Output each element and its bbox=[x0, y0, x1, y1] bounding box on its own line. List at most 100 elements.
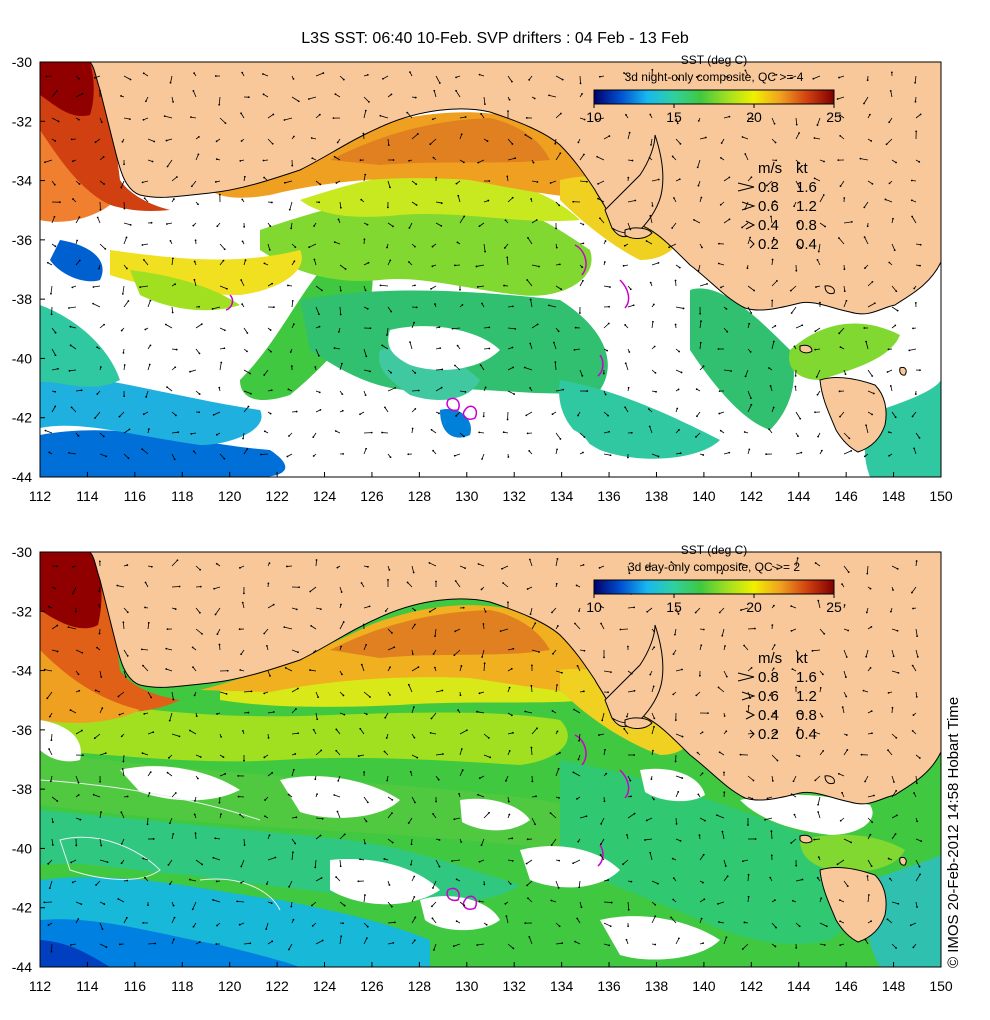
lon-tick-label: 124 bbox=[313, 978, 337, 994]
lon-tick-label: 120 bbox=[218, 978, 242, 994]
speed-legend-ms: 0.6 bbox=[758, 688, 779, 705]
colorbar-tick-label: 25 bbox=[826, 599, 842, 615]
lon-tick-label: 114 bbox=[76, 488, 99, 504]
lat-tick-label: -30 bbox=[12, 544, 32, 560]
lon-tick-label: 140 bbox=[692, 978, 716, 994]
lon-tick-label: 140 bbox=[692, 488, 716, 504]
lat-tick-label: -42 bbox=[12, 410, 32, 426]
speed-legend-kt: 0.4 bbox=[796, 726, 817, 743]
lat-tick-label: -30 bbox=[12, 54, 32, 70]
lon-tick-label: 124 bbox=[313, 488, 337, 504]
lat-tick-label: -36 bbox=[12, 722, 32, 738]
lon-tick-label: 114 bbox=[76, 978, 99, 994]
lon-tick-label: 126 bbox=[360, 488, 384, 504]
sst-colorbar: SST (deg C) 3d night-only composite, QC … bbox=[586, 53, 842, 125]
lon-tick-label: 148 bbox=[882, 488, 906, 504]
colorbar-title: SST (deg C) bbox=[681, 543, 747, 557]
lon-tick-label: 136 bbox=[597, 488, 621, 504]
lat-tick-label: -40 bbox=[12, 350, 32, 366]
colorbar-subtitle: 3d day-only composite, QC >= 2 bbox=[628, 560, 800, 574]
lat-tick-label: -34 bbox=[12, 663, 32, 679]
colorbar-title: SST (deg C) bbox=[681, 53, 747, 67]
colorbar-tick-label: 20 bbox=[746, 599, 762, 615]
lon-tick-label: 112 bbox=[29, 978, 52, 994]
speed-arrow-icon bbox=[737, 182, 755, 192]
lat-tick-label: -38 bbox=[12, 291, 32, 307]
speed-legend-ms: 0.8 bbox=[758, 179, 779, 196]
lat-tick-label: -32 bbox=[12, 113, 32, 129]
velocity-arrows bbox=[43, 557, 923, 953]
sst-map-panel-night: 112 114 116 118 120 122 124 126 128 130 132 134 136 1… bbox=[12, 53, 953, 504]
sst-map-panel-day: 112 114 116 118 120 122 124 126 128 130 132 134 136 1… bbox=[12, 543, 953, 994]
speed-arrow-icon bbox=[749, 729, 755, 739]
speed-legend-kt: 0.8 bbox=[796, 707, 817, 724]
speed-arrow-icon bbox=[741, 691, 756, 701]
speed-legend-kt: 0.8 bbox=[796, 217, 817, 234]
lat-tick-label: -36 bbox=[12, 232, 32, 248]
speed-arrow-icon bbox=[745, 220, 756, 230]
lon-tick-label: 112 bbox=[29, 488, 52, 504]
lon-tick-label: 138 bbox=[645, 978, 669, 994]
speed-unit-kt: kt bbox=[796, 650, 809, 667]
lat-tick-label: -34 bbox=[12, 173, 32, 189]
lat-tick-label: -38 bbox=[12, 781, 32, 797]
lon-tick-label: 138 bbox=[645, 488, 669, 504]
lon-tick-label: 144 bbox=[787, 488, 811, 504]
credit-text: © IMOS 20-Feb-2012 14:58 Hobart Time bbox=[945, 696, 962, 968]
lon-tick-label: 118 bbox=[171, 488, 194, 504]
lat-tick-label: -42 bbox=[12, 900, 32, 916]
lon-tick-label: 132 bbox=[503, 488, 527, 504]
speed-legend-ms: 0.8 bbox=[758, 669, 779, 686]
speed-arrow-icon bbox=[737, 672, 755, 682]
speed-legend-kt: 0.4 bbox=[796, 236, 817, 253]
lon-tick-label: 130 bbox=[455, 488, 479, 504]
lat-tick-label: -32 bbox=[12, 603, 32, 619]
speed-legend-kt: 1.6 bbox=[796, 669, 817, 686]
colorbar-tick-label: 25 bbox=[826, 109, 842, 125]
lon-tick-label: 144 bbox=[787, 978, 811, 994]
colorbar-subtitle: 3d night-only composite, QC >= 4 bbox=[625, 70, 804, 84]
colorbar-tick-label: 10 bbox=[586, 599, 602, 615]
speed-unit-kt: kt bbox=[796, 160, 809, 177]
speed-legend-ms: 0.4 bbox=[758, 707, 779, 724]
sst-colorbar: SST (deg C) 3d day-only composite, QC >=… bbox=[586, 543, 842, 615]
lon-tick-label: 122 bbox=[265, 978, 289, 994]
lon-tick-label: 146 bbox=[834, 488, 858, 504]
speed-legend-kt: 1.2 bbox=[796, 198, 817, 215]
speed-legend-kt: 1.6 bbox=[796, 179, 817, 196]
lat-tick-label: -44 bbox=[12, 469, 32, 485]
colorbar-tick-label: 20 bbox=[746, 109, 762, 125]
lon-tick-label: 146 bbox=[834, 978, 858, 994]
speed-legend-kt: 1.2 bbox=[796, 688, 817, 705]
lon-tick-label: 148 bbox=[882, 978, 906, 994]
lon-tick-label: 120 bbox=[218, 488, 242, 504]
colorbar-tick-label: 10 bbox=[586, 109, 602, 125]
speed-arrow-icon bbox=[741, 201, 756, 211]
lon-tick-label: 126 bbox=[360, 978, 384, 994]
lon-tick-label: 134 bbox=[550, 488, 574, 504]
lon-tick-label: 122 bbox=[265, 488, 289, 504]
speed-legend-ms: 0.2 bbox=[758, 236, 779, 253]
lon-tick-label: 128 bbox=[408, 978, 432, 994]
lon-tick-label: 116 bbox=[124, 488, 147, 504]
lon-tick-label: 128 bbox=[408, 488, 432, 504]
speed-unit-ms: m/s bbox=[758, 650, 782, 667]
speed-unit-ms: m/s bbox=[758, 160, 782, 177]
speed-arrow-icon bbox=[749, 239, 755, 249]
speed-legend: m/s kt 0.8 1.6 0.6 1.2 0.4 0.8 0.2 0.4 bbox=[737, 160, 817, 253]
speed-legend: m/s kt 0.8 1.6 0.6 1.2 0.4 0.8 0.2 0.4 bbox=[737, 650, 817, 743]
speed-legend-ms: 0.2 bbox=[758, 726, 779, 743]
lon-tick-label: 132 bbox=[503, 978, 527, 994]
lon-tick-label: 150 bbox=[929, 978, 953, 994]
lon-tick-label: 136 bbox=[597, 978, 621, 994]
lon-tick-label: 116 bbox=[124, 978, 147, 994]
lon-tick-label: 134 bbox=[550, 978, 574, 994]
lat-tick-label: -44 bbox=[12, 959, 32, 975]
lat-tick-label: -40 bbox=[12, 840, 32, 856]
colorbar-tick-label: 15 bbox=[666, 599, 682, 615]
lon-tick-label: 118 bbox=[171, 978, 194, 994]
colorbar-tick-label: 15 bbox=[666, 109, 682, 125]
speed-legend-ms: 0.4 bbox=[758, 217, 779, 234]
page-title: L3S SST: 06:40 10-Feb. SVP drifters : 04… bbox=[301, 30, 689, 47]
lon-tick-label: 130 bbox=[455, 978, 479, 994]
